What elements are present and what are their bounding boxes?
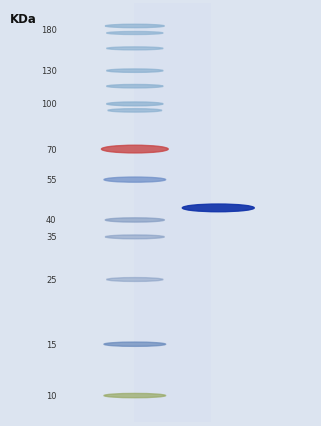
Ellipse shape [104,178,166,183]
Text: 35: 35 [46,233,56,242]
Ellipse shape [105,236,164,239]
Ellipse shape [107,278,163,282]
Text: KDa: KDa [10,13,37,26]
Text: 55: 55 [46,176,56,185]
Text: 25: 25 [46,275,56,284]
Text: 40: 40 [46,216,56,225]
Text: 100: 100 [41,100,56,109]
Ellipse shape [182,204,254,212]
Text: 10: 10 [46,391,56,400]
Text: 130: 130 [41,67,56,76]
Ellipse shape [107,103,163,106]
Ellipse shape [107,70,163,73]
Ellipse shape [108,109,162,113]
Text: 180: 180 [41,26,56,35]
Ellipse shape [105,218,164,222]
Ellipse shape [104,394,166,398]
FancyBboxPatch shape [134,4,211,422]
Text: 15: 15 [46,340,56,349]
Ellipse shape [104,342,166,346]
Ellipse shape [107,32,163,35]
Ellipse shape [107,85,163,89]
Ellipse shape [107,48,163,51]
Text: 70: 70 [46,145,56,154]
Ellipse shape [105,25,164,29]
Ellipse shape [101,146,168,153]
